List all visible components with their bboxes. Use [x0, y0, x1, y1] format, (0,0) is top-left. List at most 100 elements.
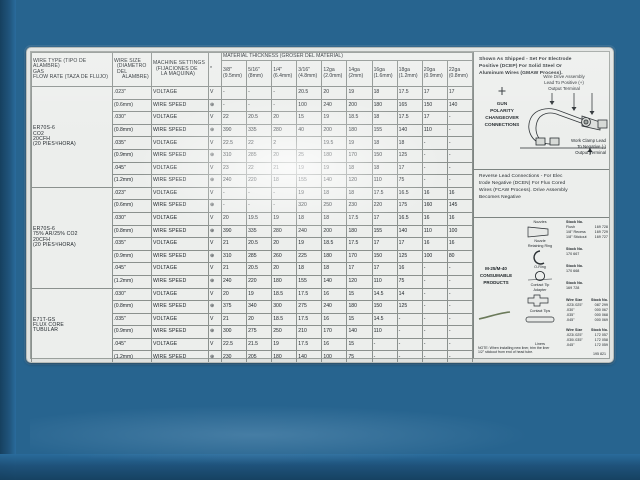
value-cell-1-1-7: 175: [396, 199, 423, 213]
thickness-metric-5: (2mm): [348, 72, 364, 79]
thickness-header-0: 3/8" (9.5mm): [220, 60, 248, 87]
value-cell-1-5-0: 310: [220, 249, 248, 264]
voltage-symbol-icon: V: [208, 262, 222, 276]
thickness-metric-2: (6.4mm): [273, 72, 293, 79]
value-cell-0-5-8: -: [421, 148, 448, 163]
value-cell-0-3-9: -: [446, 123, 474, 138]
value-cell-2-3-8: -: [421, 325, 448, 339]
value-cell-1-1-9: 145: [446, 199, 474, 213]
value-cell-1-3-7: 140: [396, 224, 423, 239]
setting-label-0-6: VOLTAGE: [151, 161, 209, 176]
tip-size-2: .030": [566, 307, 575, 312]
wire-type-cell-0: ER70S-6 CO2 20CFH (20 PIES³/HORA): [31, 86, 113, 188]
value-cell-2-3-3: 210: [296, 325, 323, 339]
thickness-metric-0: (9.5mm): [223, 72, 242, 79]
value-cell-1-0-7: 16.5: [396, 186, 423, 201]
value-cell-0-1-6: 180: [371, 98, 398, 113]
adapter-stock-value: 169 728: [566, 285, 580, 290]
panel-left-edge: [0, 0, 16, 480]
value-cell-2-3-4: 170: [321, 325, 348, 339]
thickness-header-4: 12ga (2.0mm): [321, 60, 348, 87]
reverse-line4: Becomes Negative: [479, 194, 521, 200]
tip-stock-4: 000 069: [594, 317, 608, 322]
table-body: ER70S-6 CO2 20CFH (20 PIES³/HORA) .023" VOLTA…: [31, 86, 474, 362]
value-cell-0-0-8: 17: [421, 86, 448, 100]
value-cell-0-1-4: 240: [321, 98, 348, 113]
wire-size-imperial-0-1: .030": [112, 111, 152, 125]
setting-label-1-4: VOLTAGE: [151, 237, 209, 251]
wire-size-metric-2-2: (1.2mm): [112, 350, 152, 362]
voltage-symbol-icon: V: [208, 237, 222, 251]
value-cell-2-1-7: 125: [396, 300, 423, 314]
value-cell-1-4-6: 17: [371, 237, 398, 251]
thickness-header-3: 3/16" (4.8mm): [296, 60, 323, 87]
value-cell-0-3-4: 200: [321, 123, 348, 138]
value-cell-0-6-7: 17: [396, 161, 423, 176]
voltage-symbol-icon: V: [208, 211, 222, 226]
value-cell-1-1-1: -: [246, 199, 273, 213]
document-number: 195 821: [593, 352, 606, 356]
value-cell-2-0-0: 20: [220, 287, 248, 302]
value-cell-0-7-9: -: [446, 174, 474, 188]
value-cell-1-5-8: 100: [421, 249, 448, 264]
value-cell-1-7-3: 155: [296, 274, 323, 289]
value-cell-1-2-1: 19.5: [246, 211, 273, 226]
setting-label-2-3: WIRE SPEED: [151, 325, 209, 339]
value-cell-2-4-9: -: [446, 337, 474, 352]
thickness-metric-8: (0.9mm): [423, 72, 443, 79]
value-cell-2-1-1: 340: [246, 300, 273, 314]
setting-label-2-0: VOLTAGE: [151, 287, 209, 302]
value-cell-2-0-8: -: [421, 287, 448, 302]
wire-speed-symbol-icon: ⊕: [208, 325, 222, 339]
welding-settings-table: WIRE TYPE (TIPO DE ALAMBRE) GAS FLOW RAT…: [31, 52, 474, 362]
wire-type-line-2-2: TUBULAR: [33, 327, 59, 334]
value-cell-2-4-0: 22.5: [220, 337, 248, 352]
nozzle-retaining-ring-icon: [533, 250, 545, 265]
wire-type-cell-2: E71T-GS FLUX CORE TUBULAR: [31, 287, 113, 362]
contact-tips-icon: [525, 316, 555, 323]
value-cell-1-2-8: 16: [421, 211, 448, 226]
setting-label-0-7: WIRE SPEED: [151, 174, 209, 188]
value-cell-1-2-4: 18: [321, 211, 348, 226]
setting-label-2-5: WIRE SPEED: [151, 350, 209, 362]
value-cell-1-4-3: 19: [296, 237, 323, 251]
value-cell-0-2-8: 17: [421, 111, 448, 125]
value-cell-1-6-4: 18: [321, 262, 348, 276]
wire-size-metric-0-1: (0.8mm): [112, 123, 152, 138]
value-cell-2-5-7: -: [396, 350, 423, 362]
thickness-header-6: 16ga (1.6mm): [371, 60, 398, 87]
value-cell-2-2-3: 17.5: [296, 312, 323, 327]
value-cell-1-6-7: 16: [396, 262, 423, 276]
value-cell-1-6-0: 21: [220, 262, 248, 276]
value-cell-0-2-0: 22: [220, 111, 248, 125]
value-cell-2-5-9: -: [446, 350, 474, 362]
value-cell-1-2-0: 20: [220, 211, 248, 226]
wire-type-line-0-3: (20 PIES³/HORA): [33, 141, 76, 148]
wire-size-imperial-0-3: .045": [112, 161, 152, 176]
setting-label-0-2: VOLTAGE: [151, 111, 209, 125]
value-cell-0-1-5: 200: [346, 98, 373, 113]
value-cell-0-3-7: 140: [396, 123, 423, 138]
value-cell-2-2-1: 20: [246, 312, 273, 327]
liner-size-2: .030/.035": [566, 337, 583, 342]
value-cell-1-5-7: 125: [396, 249, 423, 264]
value-cell-2-3-9: -: [446, 325, 474, 339]
tip-size-1: .023/.025": [566, 302, 583, 307]
value-cell-2-0-5: 15: [346, 287, 373, 302]
value-cell-1-6-8: -: [421, 262, 448, 276]
wire-type-line-1-3: (20 PIES³/HORA): [33, 241, 76, 248]
value-cell-2-4-6: -: [371, 337, 398, 352]
value-cell-2-4-5: 15: [346, 337, 373, 352]
value-cell-1-7-5: 120: [346, 274, 373, 289]
setting-label-0-5: WIRE SPEED: [151, 148, 209, 163]
value-cell-2-4-8: -: [421, 337, 448, 352]
value-cell-1-2-2: 19: [271, 211, 298, 226]
panel-bottom-edge: [0, 454, 640, 480]
value-cell-0-1-1: -: [246, 98, 273, 113]
voltage-symbol-icon: V: [208, 161, 222, 176]
work-clamp-line3: Output Terminal: [575, 149, 606, 155]
value-cell-1-3-9: 100: [446, 224, 474, 239]
thickness-header-8: 20ga (0.9mm): [421, 60, 448, 87]
value-cell-2-2-9: -: [446, 312, 474, 327]
value-cell-0-3-5: 180: [346, 123, 373, 138]
